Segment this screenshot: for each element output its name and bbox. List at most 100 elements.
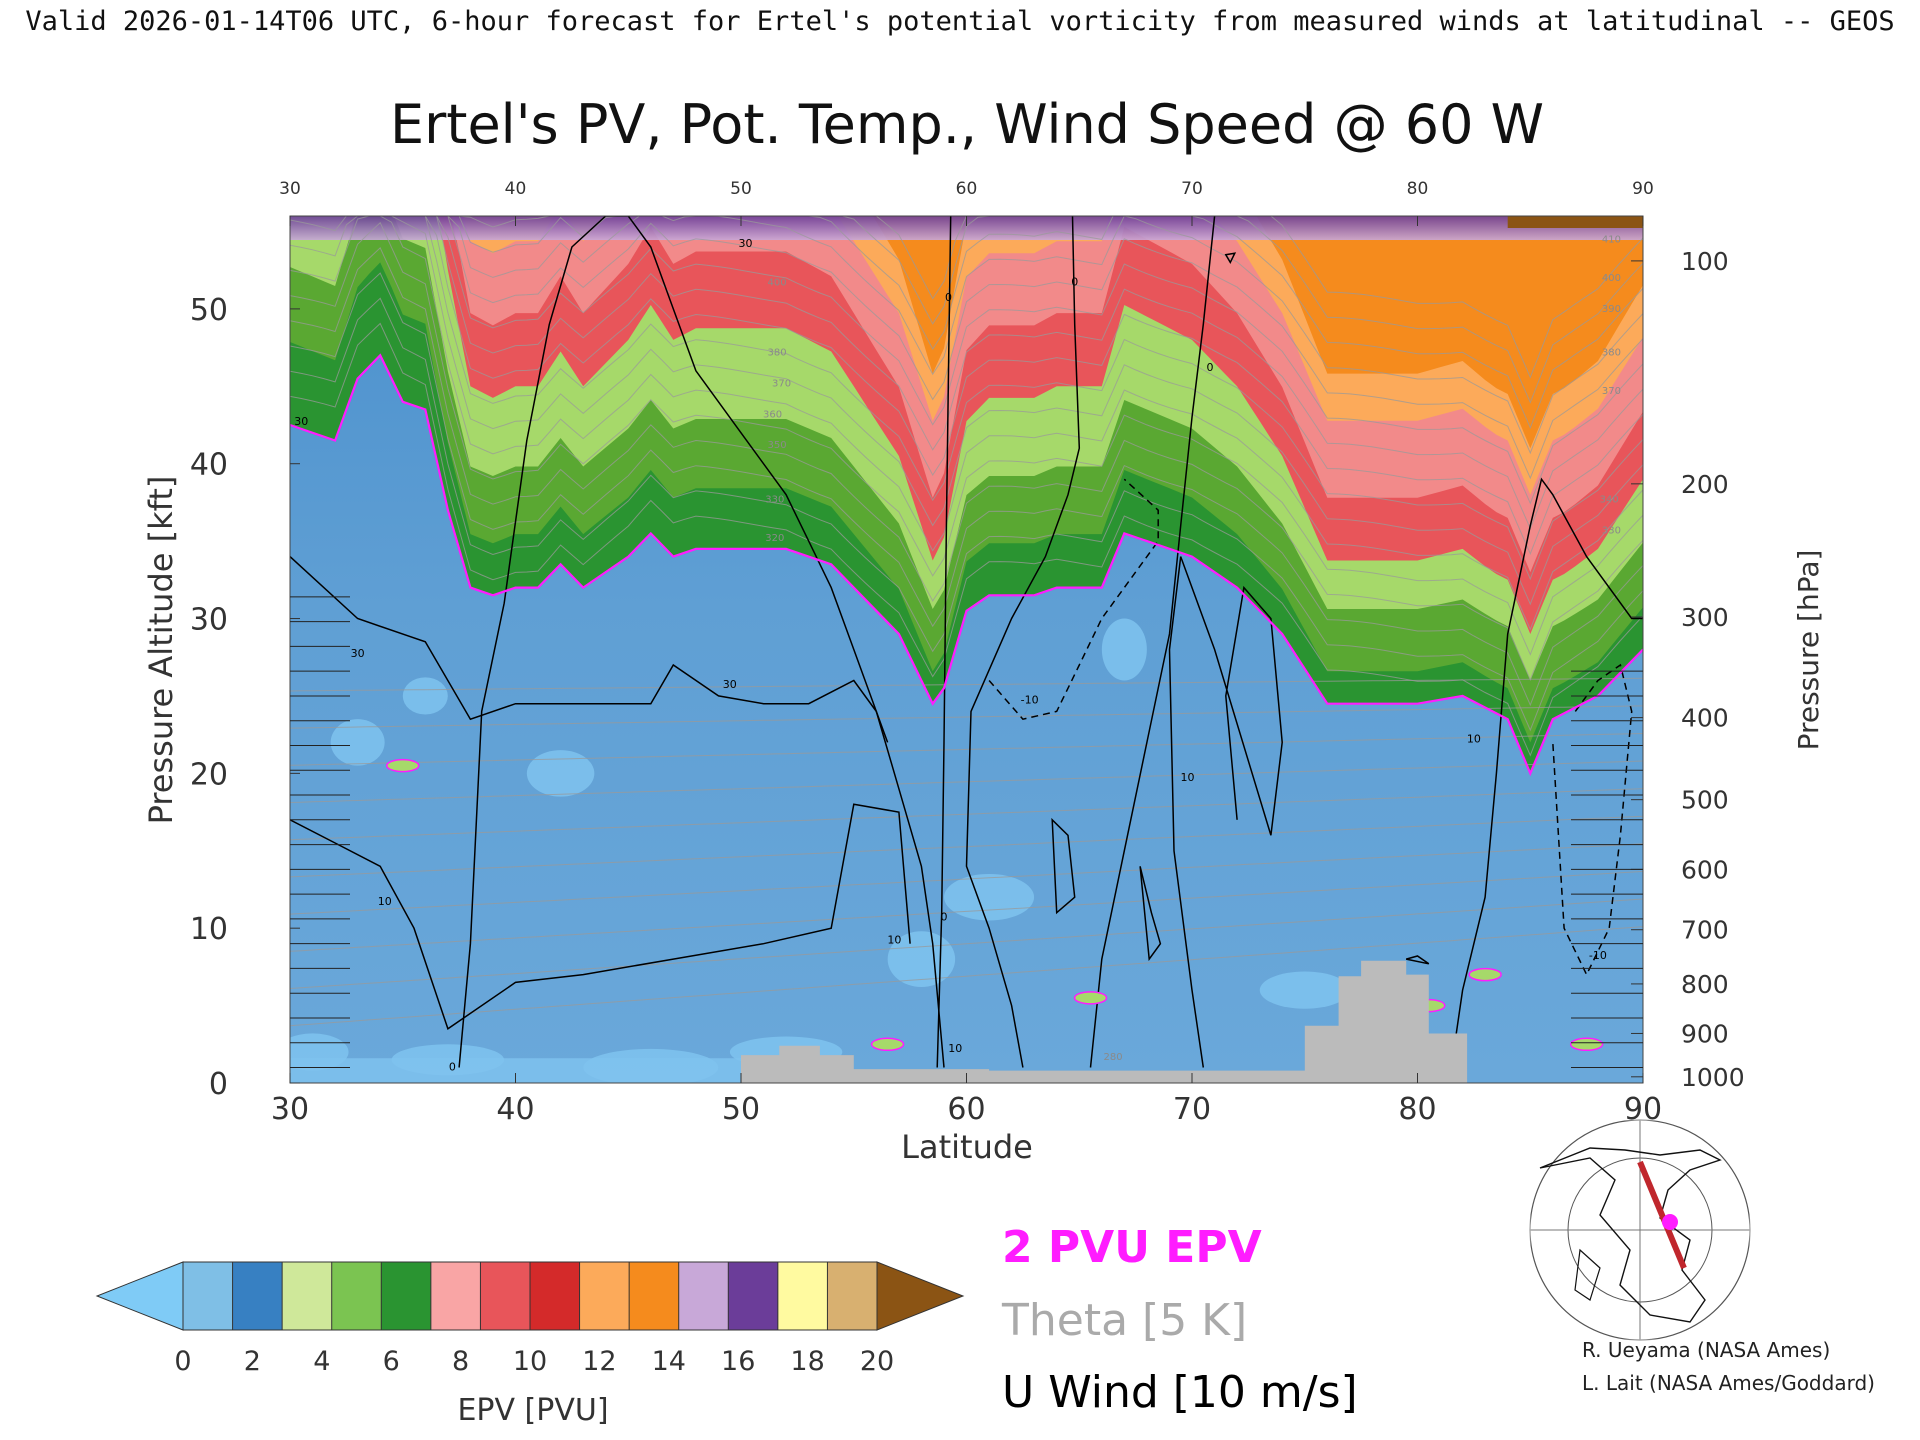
epv-layer-max [1507, 216, 1643, 228]
wind-contour-line [1089, 216, 1216, 1068]
theta-contour-label: 390 [1602, 304, 1621, 315]
theta-contour-label: 370 [772, 378, 791, 389]
theta-contour-label: 350 [768, 440, 787, 451]
wind-contour-closed [1139, 866, 1162, 962]
theta-line [290, 216, 1643, 530]
wind-contour-line [290, 556, 889, 743]
x-tick-label-top: 70 [1181, 179, 1203, 199]
wind-contour-label: 0 [449, 1061, 456, 1074]
x-axis-label: Latitude [901, 1128, 1033, 1166]
legend: 2 PVU EPV Theta [5 K] U Wind [10 m/s] [1001, 1222, 1358, 1418]
theta-line [290, 216, 1643, 631]
colorbar-segment [629, 1262, 680, 1330]
x-tick-label-top: 30 [279, 179, 301, 199]
colorbar-segment [430, 1262, 481, 1330]
pressure-tick-label: 400 [1681, 704, 1729, 733]
colorbar-tick-label: 16 [721, 1346, 755, 1377]
legend-pv: 2 PVU EPV [1002, 1222, 1262, 1273]
pv-2pvu-contour [290, 353, 1643, 1052]
legend-theta: Theta [5 K] [1001, 1295, 1247, 1346]
pv-2pvu-patch [870, 1037, 905, 1052]
x-tick-label: 70 [1173, 1092, 1211, 1127]
colorbar-tick-label: 4 [313, 1346, 330, 1377]
theta-contour-label: 280 [1104, 1052, 1123, 1063]
theta-line [290, 216, 1643, 581]
theta-contour-label: 320 [765, 533, 784, 544]
colorbar-tick-label: 18 [790, 1346, 824, 1377]
wind-contour-line [988, 478, 1159, 721]
wind-contour-label: 30 [739, 237, 753, 250]
wind-contours [290, 216, 1643, 1068]
colorbar-tick-label: 0 [174, 1346, 191, 1377]
colorbar-low-arrow [95, 1261, 184, 1331]
inset-map [1529, 1119, 1751, 1341]
theta-contour-label: 380 [768, 347, 787, 358]
theta-line [290, 843, 1643, 915]
colorbar-segment [331, 1262, 382, 1330]
wind-contour-closed [1051, 817, 1076, 915]
theta-contour-label: 400 [1602, 273, 1621, 284]
wind-contour-line [965, 216, 1081, 1068]
x-tick-label-top: 60 [956, 179, 978, 199]
wind-contour-label: 30 [351, 647, 365, 660]
y-tick-label: 20 [190, 757, 228, 792]
pv-2pvu-patch [386, 758, 420, 773]
x-tick-label-top: 50 [730, 179, 752, 199]
theta-line [290, 870, 1643, 952]
terrain-mask [741, 960, 1468, 1083]
theta-line [290, 216, 1643, 379]
wind-contour-line [458, 216, 945, 1068]
theta-line [290, 297, 1643, 732]
x-tick-label: 30 [271, 1092, 309, 1127]
y-tick-label: 30 [190, 603, 228, 638]
theta-contour-label: 400 [768, 278, 787, 289]
terrain-block [741, 960, 1468, 1083]
pv-2pvu-patch [1468, 967, 1502, 982]
colorbar-tick-label: 12 [582, 1346, 616, 1377]
pv-2pvu-patch [1073, 991, 1108, 1005]
theta-line [290, 788, 1643, 841]
pressure-tick-label: 200 [1681, 470, 1729, 499]
colorbar: EPV [PVU] 0 2 4 6 8 10 12 14 16 18 20 [95, 1261, 965, 1428]
theta-line [290, 898, 1643, 989]
colorbar-tick-label: 6 [383, 1346, 400, 1377]
colorbar-segment [678, 1262, 729, 1330]
inset-map-section-track [1637, 1160, 1687, 1270]
colorbar-label: EPV [PVU] [457, 1393, 608, 1428]
theta-line [290, 216, 1643, 606]
wind-contour-label: -10 [1589, 949, 1607, 962]
colorbar-tick-label: 14 [652, 1346, 686, 1377]
theta-line [290, 247, 1643, 682]
theta-contours [290, 216, 1643, 1027]
colorbar-segment [728, 1262, 779, 1330]
wind-contour-line [1168, 556, 1283, 1068]
theta-contour-label: 360 [763, 409, 782, 420]
inset-map-coastline [1574, 1248, 1601, 1301]
theta-contour-label: 370 [1602, 386, 1621, 397]
colorbar-segment [827, 1262, 878, 1330]
colorbar-tick-label: 2 [244, 1346, 261, 1377]
theta-contour-label: 380 [1602, 347, 1621, 358]
colorbar-tick-label: 20 [860, 1346, 894, 1377]
wind-contour-closed [1406, 955, 1430, 965]
wind-contour-label: 10 [887, 934, 901, 947]
low-pv-patches [290, 618, 1350, 1083]
y-axis-label: Pressure Altitude [kft] [142, 476, 180, 825]
forecast-caption: Valid 2026-01-14T06 UTC, 6-hour forecast… [25, 6, 1894, 37]
wind-contour-label: -10 [1021, 694, 1039, 707]
pressure-tick-label: 500 [1681, 786, 1729, 815]
wind-contour-label: 10 [948, 1042, 962, 1055]
pressure-tick-label: 800 [1681, 970, 1729, 999]
x-tick-label: 80 [1398, 1092, 1436, 1127]
theta-line [290, 216, 1643, 556]
epv-layer [872, 216, 1643, 449]
colorbar-high-arrow [876, 1261, 965, 1331]
wind-contour-label: 10 [1467, 732, 1481, 745]
x-tick-label: 50 [722, 1092, 760, 1127]
pressure-tick-label: 900 [1681, 1019, 1729, 1048]
low-pv-patch [1259, 971, 1350, 1009]
credit-line-2: L. Lait (NASA Ames/Goddard) [1582, 1371, 1875, 1395]
theta-line [290, 216, 1643, 480]
colorbar-segment [381, 1262, 432, 1330]
